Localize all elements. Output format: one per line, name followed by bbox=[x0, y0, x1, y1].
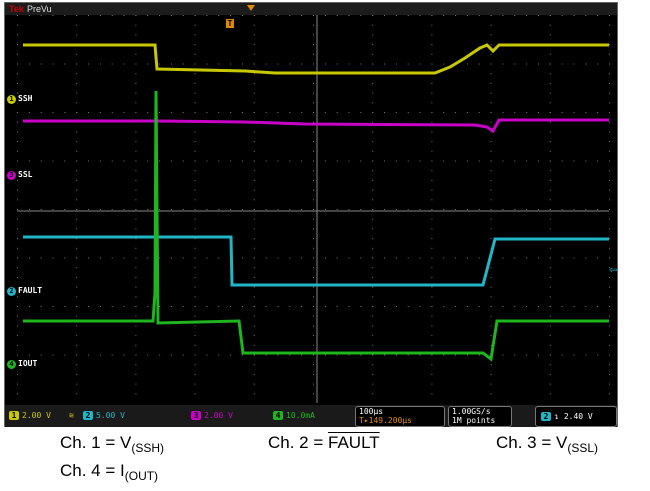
timebase-box[interactable]: 100µs T▸149.200µs bbox=[355, 406, 445, 427]
falling-edge-icon: ↴ bbox=[554, 412, 559, 421]
channel-scales[interactable]: 1 2.00 V bbox=[9, 411, 51, 421]
offscreen-arrow-icon: ⇦ bbox=[609, 265, 618, 276]
caption-ch1: Ch. 1 = V(SSH) bbox=[60, 433, 165, 455]
brand-logo: Tek bbox=[9, 4, 24, 14]
trigger-box[interactable]: 2 ↴ 2.40 V bbox=[535, 406, 617, 427]
trigger-offset: T▸149.200µs bbox=[359, 416, 412, 425]
waveform-plot bbox=[17, 15, 610, 403]
ch4-iout-trace bbox=[23, 90, 609, 362]
acquisition-box[interactable]: 1.00GS/s 1M points bbox=[448, 406, 512, 427]
ch3-ssl-trace bbox=[23, 118, 609, 134]
graticule-grid bbox=[17, 15, 610, 395]
trigger-marker-icon[interactable]: T bbox=[226, 19, 234, 28]
caption-ch3: Ch. 3 = V(SSL) bbox=[496, 433, 599, 455]
ch4-marker[interactable]: 4 IOUT bbox=[7, 358, 39, 369]
ch3-marker[interactable]: 3 SSL bbox=[7, 169, 34, 180]
ch1-ssh-trace bbox=[23, 43, 609, 75]
caption-ch4: Ch. 4 = I(OUT) bbox=[60, 461, 159, 483]
sample-rate: 1.00GS/s bbox=[452, 407, 491, 416]
ch2-marker[interactable]: 2 FAULT bbox=[7, 285, 44, 296]
oscilloscope-display: Tek PreVu T 1 SSH 3 SSL 2 FAULT 4 IOUT ⇦ 1 2.… bbox=[4, 2, 618, 427]
trigger-position-icon[interactable] bbox=[247, 5, 255, 11]
caption-ch2: Ch. 2 = FAULT bbox=[268, 433, 380, 452]
ch3-scale[interactable]: 3 2.00 V bbox=[191, 411, 233, 421]
record-length: 1M points bbox=[452, 416, 496, 425]
trigger-level: 2.40 V bbox=[563, 412, 593, 421]
ch2-scale[interactable]: 2 5.00 V bbox=[83, 411, 125, 421]
ch4-scale[interactable]: 4 10.0mA bbox=[273, 411, 315, 421]
ch1-marker[interactable]: 1 SSH bbox=[7, 93, 34, 104]
ch2-fault-trace bbox=[23, 235, 609, 287]
scope-top-bar: Tek PreVu bbox=[5, 3, 617, 15]
scope-status-bar: 1 2.00 V ≋ 2 5.00 V 3 2.00 V 4 10.0mA 100µs … bbox=[5, 405, 617, 427]
bandwidth-limit-icon: ≋ bbox=[69, 411, 74, 420]
caption-area: Ch. 1 = V(SSH) Ch. 2 = FAULT Ch. 3 = V(S… bbox=[0, 427, 650, 491]
timebase: 100µs bbox=[359, 407, 384, 416]
run-state: PreVu bbox=[27, 4, 52, 14]
